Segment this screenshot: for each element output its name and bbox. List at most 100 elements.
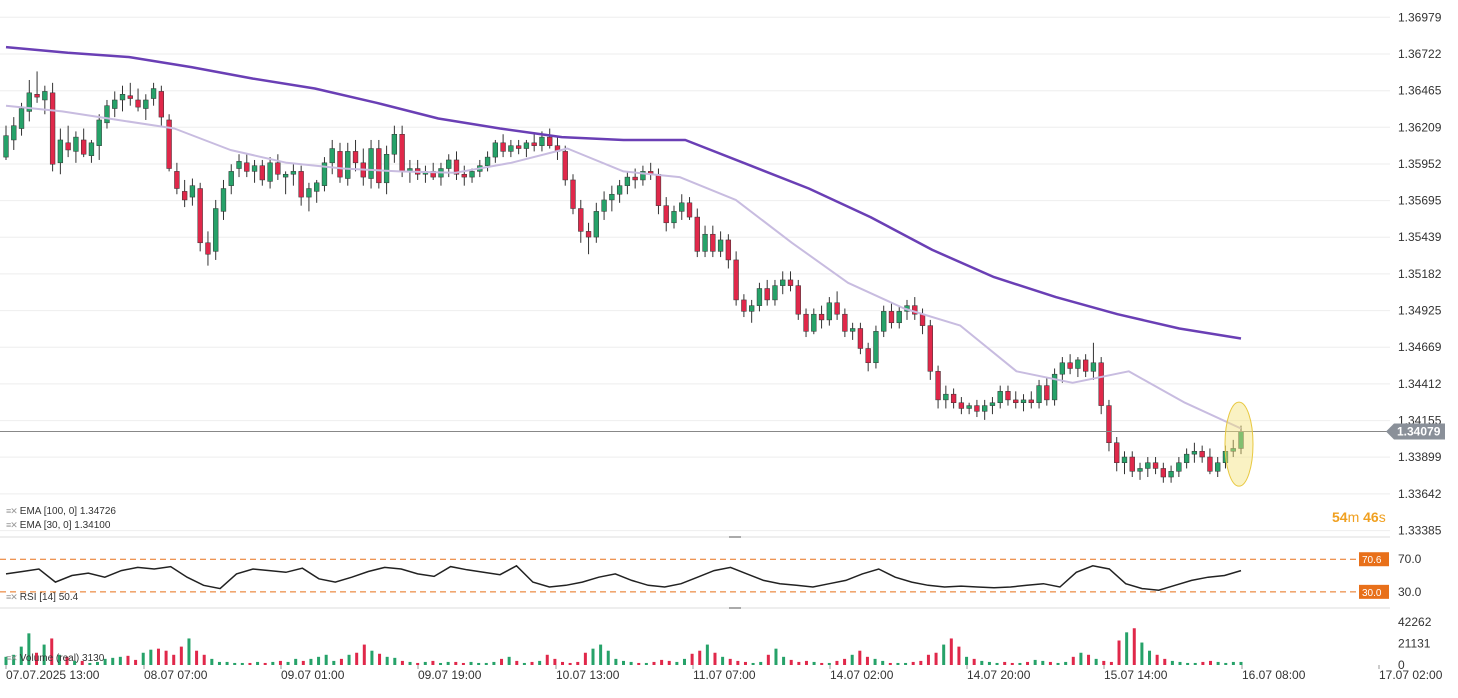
candle bbox=[756, 288, 763, 306]
candle bbox=[1137, 468, 1143, 472]
candle bbox=[508, 145, 514, 152]
volume-bar bbox=[652, 661, 656, 665]
pane-resize-handle bbox=[729, 536, 741, 538]
candle bbox=[655, 173, 662, 206]
candle bbox=[1059, 362, 1066, 375]
candle bbox=[663, 205, 669, 224]
candle bbox=[578, 208, 584, 232]
candle bbox=[88, 142, 95, 156]
volume-legend[interactable]: ≡✕ Volume (real) 3130 bbox=[6, 653, 104, 664]
volume-bar bbox=[50, 638, 54, 665]
candle bbox=[306, 188, 312, 198]
settings-icon[interactable]: ≡✕ bbox=[6, 520, 18, 530]
candle bbox=[679, 202, 685, 212]
rsi-legend[interactable]: ≡✕ RSI [14] 50.4 bbox=[6, 592, 78, 603]
candle bbox=[997, 391, 1003, 403]
volume-bar bbox=[949, 638, 953, 665]
candle bbox=[337, 151, 343, 178]
candle bbox=[733, 259, 739, 301]
candle bbox=[228, 171, 234, 186]
ema100-label: EMA [100, 0] 1.34726 bbox=[19, 506, 116, 517]
volume-bar bbox=[393, 657, 397, 665]
pane-resize-handle bbox=[729, 607, 741, 609]
candle bbox=[1152, 462, 1159, 469]
volume-bar bbox=[362, 644, 366, 665]
volume-bar bbox=[19, 646, 23, 665]
volume-bar bbox=[1132, 628, 1136, 665]
timer-seconds: 46 bbox=[1363, 509, 1379, 525]
volume-bar bbox=[820, 662, 824, 665]
candle bbox=[749, 305, 755, 312]
candle bbox=[65, 142, 71, 151]
timer-minutes: 54 bbox=[1332, 509, 1348, 525]
candle bbox=[143, 99, 149, 109]
candle bbox=[244, 162, 250, 172]
volume-bar bbox=[538, 660, 542, 665]
volume-bar bbox=[461, 662, 465, 665]
volume-tick-label: 0 bbox=[1398, 658, 1405, 672]
settings-icon[interactable]: ≡✕ bbox=[6, 506, 18, 516]
candle bbox=[593, 211, 599, 238]
volume-tick-label: 21131 bbox=[1398, 636, 1431, 650]
candle bbox=[329, 148, 335, 164]
volume-bar bbox=[1033, 659, 1037, 665]
settings-icon[interactable]: ≡✕ bbox=[6, 653, 18, 663]
time-tick-label: 14.07 20:00 bbox=[967, 668, 1031, 682]
candle bbox=[849, 328, 856, 332]
price-tick-label: 1.36979 bbox=[1398, 10, 1442, 24]
volume-bar bbox=[675, 661, 679, 665]
time-tick-label: 11.07 07:00 bbox=[693, 668, 756, 682]
volume-bar bbox=[385, 656, 389, 665]
candle bbox=[112, 99, 118, 109]
volume-bar bbox=[736, 660, 740, 665]
volume-bar bbox=[721, 656, 725, 665]
volume-bar bbox=[355, 652, 359, 665]
candle bbox=[531, 142, 537, 146]
volume-bar bbox=[507, 656, 511, 665]
ema100-legend[interactable]: ≡✕ EMA [100, 0] 1.34726 bbox=[6, 506, 116, 517]
volume-bar bbox=[408, 661, 412, 665]
price-tick-label: 1.33642 bbox=[1398, 487, 1442, 501]
candle bbox=[57, 139, 64, 164]
volume-bar bbox=[1216, 661, 1220, 665]
volume-bar bbox=[606, 650, 610, 665]
candle bbox=[1090, 362, 1097, 372]
volume-bar bbox=[804, 660, 808, 665]
candle bbox=[197, 188, 203, 244]
candle bbox=[1114, 442, 1120, 463]
time-tick-label: 08.07 07:00 bbox=[144, 668, 208, 682]
price-tick-label: 1.35439 bbox=[1398, 230, 1442, 244]
candle bbox=[616, 185, 623, 195]
volume-bar bbox=[118, 656, 122, 665]
candle bbox=[104, 105, 110, 124]
volume-bar bbox=[1155, 654, 1159, 665]
volume-bar bbox=[88, 662, 92, 665]
volume-bar bbox=[622, 660, 625, 665]
rsi-level-tag bbox=[1359, 584, 1389, 599]
rsi-tick-label: 30.0 bbox=[1398, 585, 1422, 599]
volume-bar bbox=[667, 660, 671, 665]
ema30-legend[interactable]: ≡✕ EMA [30, 0] 1.34100 bbox=[6, 520, 110, 531]
volume-bar bbox=[286, 661, 290, 665]
candle bbox=[461, 173, 467, 178]
settings-icon[interactable]: ≡✕ bbox=[6, 592, 18, 602]
volume-bar bbox=[965, 656, 969, 665]
candle bbox=[73, 136, 79, 152]
candle bbox=[974, 405, 980, 412]
volume-bar bbox=[789, 659, 793, 665]
volume-bar bbox=[317, 656, 321, 665]
volume-bar bbox=[454, 661, 458, 665]
volume-bar bbox=[492, 661, 496, 665]
time-tick-label: 16.07 08:00 bbox=[1242, 668, 1306, 682]
volume-bar bbox=[751, 662, 755, 665]
candle bbox=[205, 242, 211, 255]
volume-bar bbox=[766, 654, 770, 665]
candle bbox=[671, 211, 677, 224]
volume-bar bbox=[263, 662, 267, 665]
candle bbox=[562, 151, 568, 181]
candle bbox=[376, 148, 382, 184]
volume-bar bbox=[1201, 661, 1205, 665]
volume-bar bbox=[256, 661, 260, 665]
